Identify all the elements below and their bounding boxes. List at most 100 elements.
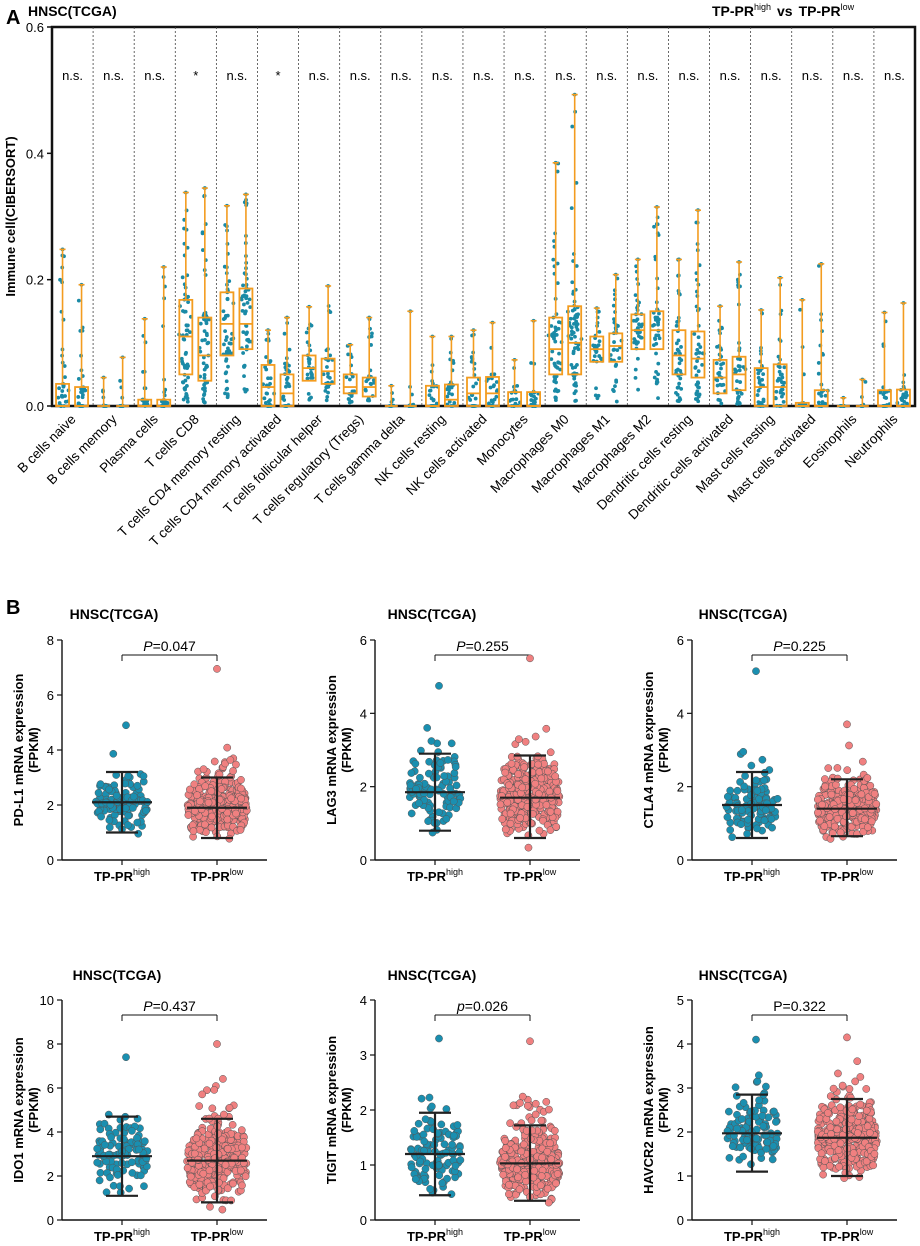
data-point bbox=[107, 1133, 115, 1142]
data-point bbox=[501, 768, 509, 777]
data-point bbox=[427, 737, 436, 745]
data-point bbox=[499, 1170, 508, 1179]
data-point bbox=[201, 361, 206, 366]
data-point bbox=[554, 380, 558, 385]
data-point bbox=[188, 330, 192, 335]
data-point bbox=[352, 389, 357, 394]
data-point bbox=[677, 381, 682, 386]
data-point bbox=[591, 343, 596, 348]
y-tick-label: 2 bbox=[47, 798, 54, 813]
y-axis-label: CTLA4 mRNA expression bbox=[641, 671, 656, 828]
data-point bbox=[245, 330, 249, 335]
data-point bbox=[344, 375, 349, 380]
data-point bbox=[830, 822, 839, 831]
y-tick-label: 4 bbox=[360, 993, 367, 1008]
data-point bbox=[833, 764, 842, 772]
data-point bbox=[847, 1115, 856, 1124]
data-point bbox=[555, 281, 560, 286]
data-point bbox=[744, 815, 752, 824]
data-point bbox=[204, 319, 209, 323]
data-point bbox=[574, 325, 579, 329]
data-point bbox=[262, 396, 267, 401]
data-point bbox=[736, 1143, 745, 1152]
data-point bbox=[105, 816, 114, 825]
data-point bbox=[612, 340, 616, 344]
data-point bbox=[595, 396, 600, 401]
data-point bbox=[237, 794, 246, 803]
data-point bbox=[226, 364, 230, 369]
group-label: TP-PRlow bbox=[821, 867, 874, 884]
data-point bbox=[637, 322, 641, 327]
data-point bbox=[264, 367, 269, 372]
data-point bbox=[654, 369, 658, 374]
data-point bbox=[733, 1124, 741, 1133]
data-point bbox=[124, 821, 132, 829]
data-point bbox=[739, 391, 744, 396]
significance-label: n.s. bbox=[514, 68, 535, 83]
data-point bbox=[723, 813, 732, 821]
y-tick-label: 0 bbox=[47, 853, 54, 868]
data-point bbox=[780, 387, 785, 392]
data-point bbox=[768, 823, 776, 832]
data-point bbox=[739, 1152, 747, 1161]
data-point bbox=[848, 1105, 857, 1114]
data-point bbox=[593, 393, 598, 398]
box bbox=[466, 376, 481, 407]
data-point bbox=[674, 341, 679, 346]
data-point bbox=[198, 1090, 207, 1099]
data-point bbox=[768, 1155, 777, 1164]
data-point bbox=[221, 1160, 230, 1169]
data-point bbox=[838, 1081, 847, 1090]
data-point bbox=[509, 397, 514, 402]
data-point bbox=[737, 806, 746, 814]
data-point bbox=[774, 389, 779, 394]
data-point bbox=[737, 364, 742, 369]
p-value-label: P=0.047 bbox=[143, 638, 196, 654]
data-point bbox=[553, 395, 558, 400]
data-point bbox=[201, 782, 210, 791]
data-point bbox=[531, 1099, 540, 1108]
data-point bbox=[675, 392, 680, 397]
data-point bbox=[552, 1179, 560, 1188]
data-point bbox=[449, 797, 458, 806]
data-point bbox=[282, 331, 287, 336]
data-point bbox=[863, 379, 868, 384]
data-point bbox=[780, 375, 785, 380]
subplot-title: HNSC(TCGA) bbox=[73, 967, 162, 983]
data-point bbox=[615, 348, 620, 352]
data-point bbox=[245, 300, 250, 305]
data-point bbox=[570, 124, 575, 129]
data-point bbox=[266, 376, 270, 381]
data-point bbox=[501, 825, 510, 834]
data-point bbox=[223, 1144, 232, 1153]
data-point bbox=[829, 1084, 838, 1093]
data-point bbox=[202, 367, 207, 372]
y-tick-label: 3 bbox=[360, 1048, 367, 1063]
data-point bbox=[63, 399, 68, 404]
data-point bbox=[198, 321, 203, 326]
data-point bbox=[416, 773, 424, 782]
data-point bbox=[221, 317, 226, 321]
y-tick-label: 8 bbox=[47, 1037, 54, 1052]
data-point bbox=[225, 393, 230, 398]
data-point bbox=[858, 757, 867, 766]
data-point bbox=[614, 362, 619, 367]
data-point bbox=[145, 402, 150, 406]
data-point bbox=[416, 1157, 424, 1166]
data-point bbox=[349, 399, 354, 404]
data-point bbox=[427, 388, 432, 393]
data-point bbox=[423, 724, 432, 732]
significance-label: n.s. bbox=[103, 68, 124, 83]
data-point bbox=[83, 388, 88, 393]
data-point bbox=[205, 333, 209, 338]
data-point bbox=[851, 796, 860, 805]
data-point bbox=[678, 376, 683, 381]
data-point bbox=[570, 280, 575, 285]
data-point bbox=[520, 1140, 528, 1149]
significance-label: n.s. bbox=[62, 68, 83, 83]
data-point bbox=[696, 381, 701, 386]
data-point bbox=[597, 329, 602, 334]
data-point bbox=[200, 230, 205, 235]
data-point bbox=[731, 1083, 740, 1092]
data-point bbox=[719, 401, 724, 406]
